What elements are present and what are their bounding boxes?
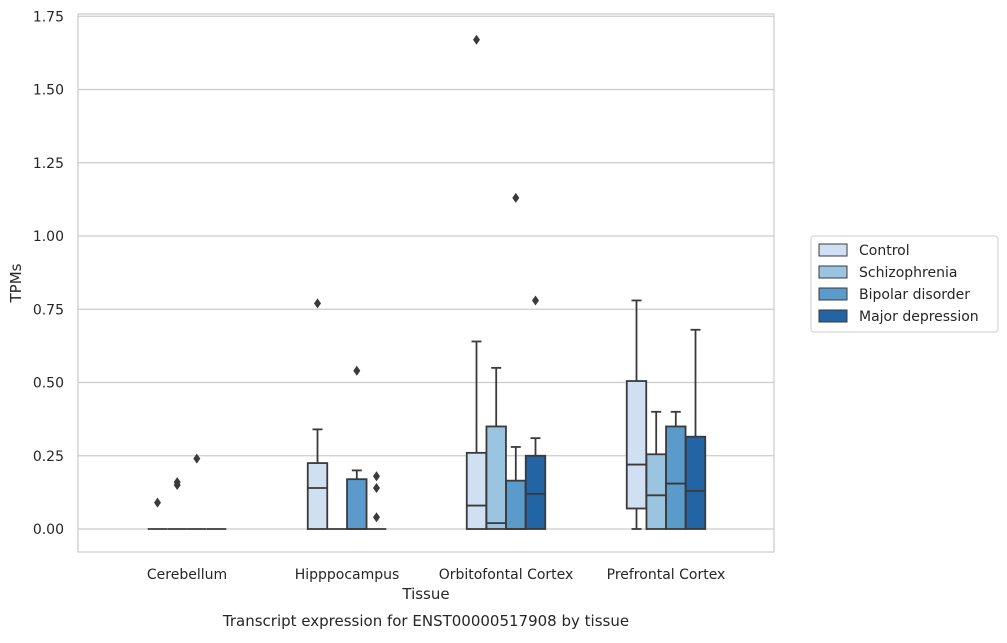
box-2-0 <box>465 34 488 530</box>
x-tick-label: Prefrontal Cortex <box>607 567 726 583</box>
legend-frame <box>810 235 999 333</box>
y-axis-title: TPMs <box>7 263 25 303</box>
box-1-0 <box>306 298 329 530</box>
legend-label: Control <box>859 243 910 259</box>
box-body <box>505 479 527 530</box>
box-body <box>625 380 648 510</box>
box-1-2 <box>346 365 368 530</box>
outlier-point <box>314 298 321 309</box>
box-3-2 <box>665 410 687 530</box>
legend-label: Schizophrenia <box>859 265 957 281</box>
y-tick-label: 1.75 <box>33 9 64 25</box>
outlier-point <box>353 365 361 376</box>
y-tick-label: 1.50 <box>33 83 64 99</box>
y-tick-label: 0.50 <box>33 376 64 392</box>
box-body <box>645 453 667 530</box>
box-3-3 <box>684 328 707 530</box>
outlier-point <box>154 497 161 508</box>
box-2-1 <box>485 366 507 530</box>
y-tick-label: 0.75 <box>33 302 64 318</box>
outlier-point <box>512 192 520 203</box>
legend: Control Schizophrenia Bipolar disorder Majo… <box>810 235 999 333</box>
x-tick-labels: Cerebellum Hipppocampus Orbitofontal Corte… <box>147 567 725 583</box>
boxes <box>147 34 707 530</box>
box-body <box>306 462 329 530</box>
box-0-2 <box>187 453 207 530</box>
outlier-point <box>473 34 480 45</box>
y-tick-label: 1.00 <box>33 229 64 245</box>
outlier-point <box>373 482 380 493</box>
box-body <box>346 478 368 530</box>
box-1-3 <box>366 471 387 530</box>
x-axis-title: Tissue <box>401 585 449 603</box>
box-body <box>465 451 488 530</box>
plot-area-frame <box>77 13 775 553</box>
box-body <box>684 435 707 530</box>
legend-swatch <box>818 309 848 323</box>
legend-swatch <box>818 243 848 257</box>
x-tick-label: Cerebellum <box>147 567 227 583</box>
box-2-3 <box>524 295 547 530</box>
y-tick-label: 1.25 <box>33 156 64 172</box>
box-body <box>524 454 547 530</box>
outlier-point <box>373 512 380 523</box>
box-body <box>665 425 687 530</box>
outlier-point <box>173 477 181 488</box>
x-tick-label: Hipppocampus <box>295 567 400 583</box>
outlier-point <box>532 295 539 306</box>
y-tick-labels: 0.00 0.25 0.50 0.75 1.00 1.25 1.50 1.75 <box>33 9 64 538</box>
outlier-point <box>193 453 201 464</box>
legend-label: Bipolar disorder <box>859 287 970 303</box>
box-body <box>485 425 507 530</box>
y-tick-label: 0.00 <box>33 522 64 538</box>
box-0-0 <box>147 497 168 530</box>
chart-caption: Transcript expression for ENST0000051790… <box>222 612 629 630</box>
legend-swatch <box>818 265 848 279</box>
legend-swatch <box>818 287 848 301</box>
y-tick-label: 0.25 <box>33 449 64 465</box>
x-tick-label: Orbitofontal Cortex <box>439 567 574 583</box>
outlier-point <box>373 471 380 482</box>
box-3-0 <box>625 299 648 530</box>
legend-label: Major depression <box>859 309 979 325</box>
box-0-1 <box>167 477 187 530</box>
